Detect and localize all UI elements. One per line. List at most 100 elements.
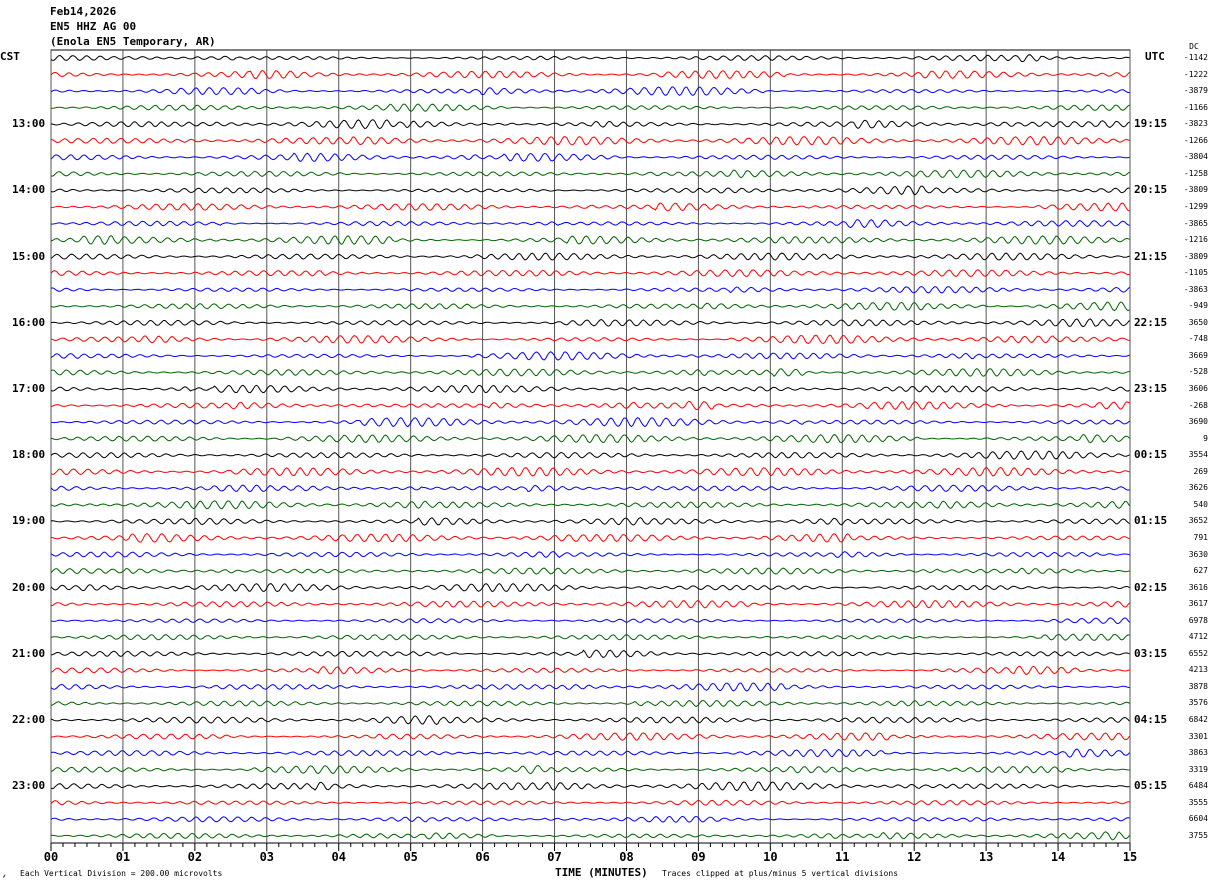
seismic-trace [50, 103, 1130, 112]
seismic-trace [50, 54, 1130, 63]
seismic-trace [50, 617, 1130, 625]
dc-offset-label: 6604 [1188, 814, 1208, 824]
seismic-trace [50, 815, 1130, 823]
cst-hour-label: 17:00 [12, 382, 46, 395]
utc-hour-label: 04:15 [1134, 713, 1168, 726]
cst-hour-label: 22:00 [12, 713, 46, 726]
dc-offset-label: -1142 [1183, 53, 1208, 62]
dc-offset-label: -3865 [1183, 218, 1208, 228]
dc-offset-label: -1299 [1183, 201, 1208, 211]
dc-offset-label: 6552 [1188, 648, 1208, 658]
x-tick-label: 11 [835, 850, 849, 864]
x-tick-label: 10 [763, 850, 777, 864]
utc-hour-label: 22:15 [1134, 315, 1168, 329]
dc-offset-label: 3755 [1188, 830, 1208, 840]
x-tick-label: 02 [188, 850, 202, 864]
dc-offset-label: -949 [1188, 301, 1208, 311]
cst-hour-label: 21:00 [12, 646, 46, 660]
dc-offset-label: -528 [1188, 367, 1208, 377]
cst-hour-label: 14:00 [12, 183, 46, 197]
utc-hour-label: 21:15 [1134, 249, 1168, 263]
seismic-trace [50, 715, 1130, 725]
plot-frame [50, 49, 1131, 844]
x-axis-label: TIME (MINUTES) [555, 866, 648, 879]
dc-offset-label: 4213 [1188, 665, 1208, 675]
seismic-trace [50, 765, 1130, 775]
seismic-trace [50, 533, 1130, 543]
seismic-trace [50, 219, 1130, 229]
dc-offset-label: 540 [1193, 499, 1208, 509]
cst-hour-label: 23:00 [12, 779, 46, 793]
dc-offset-label: 3555 [1188, 797, 1208, 807]
clip-note: Traces clipped at plus/minus 5 vertical … [662, 869, 899, 878]
dc-offset-label: -3809 [1183, 251, 1208, 261]
dc-offset-label: 6842 [1188, 715, 1208, 724]
seismic-trace [50, 269, 1130, 278]
seismic-trace [50, 450, 1130, 460]
seismic-trace [50, 649, 1130, 659]
utc-hour-label: 02:15 [1134, 580, 1168, 594]
dc-offset-label: -3823 [1183, 119, 1208, 129]
dc-offset-label: 3606 [1188, 384, 1208, 393]
seismic-trace [50, 417, 1130, 428]
seismic-trace [50, 517, 1130, 526]
dc-offset-label: 3617 [1188, 599, 1208, 609]
dc-offset-label: 3650 [1188, 317, 1208, 327]
seismic-trace [50, 334, 1130, 345]
seismic-trace [50, 682, 1130, 692]
seismic-trace [50, 599, 1130, 609]
seismic-trace [50, 467, 1130, 477]
utc-hour-label: 00:15 [1134, 448, 1168, 462]
seismic-trace [50, 136, 1130, 146]
seismic-trace [50, 368, 1130, 378]
left-timezone: CST [0, 50, 20, 63]
seismic-trace [50, 500, 1130, 510]
seismic-trace [50, 69, 1130, 80]
utc-hour-label: 03:15 [1134, 646, 1168, 660]
seismic-trace [50, 633, 1130, 641]
dc-offset-label: 3576 [1188, 698, 1208, 708]
x-tick-label: 15 [1123, 850, 1137, 864]
dc-offset-label: -1216 [1183, 235, 1208, 245]
cst-hour-label: 15:00 [12, 249, 46, 263]
seismic-trace [50, 665, 1130, 675]
x-tick-label: 07 [547, 850, 561, 864]
cst-hour-label: 13:00 [12, 117, 46, 131]
dc-offset-label: 3301 [1188, 731, 1208, 741]
x-tick-label: 13 [979, 850, 993, 864]
x-tick-label: 01 [116, 850, 130, 864]
seismic-trace [50, 234, 1130, 245]
seismic-trace [50, 202, 1130, 212]
x-tick-label: 12 [907, 850, 921, 864]
seismic-trace [50, 831, 1130, 841]
dc-offset-label: -1222 [1183, 69, 1208, 79]
seismic-trace [50, 781, 1130, 792]
dc-offset-label: 6484 [1188, 781, 1208, 791]
seismic-trace [50, 286, 1130, 294]
x-tick-label: 08 [619, 850, 633, 864]
dc-offset-label: -1258 [1183, 168, 1208, 178]
dc-offset-label: 3863 [1188, 748, 1208, 758]
seismic-trace [50, 551, 1130, 559]
dc-offset-label: -1166 [1183, 102, 1208, 112]
utc-hour-label: 23:15 [1134, 382, 1168, 395]
utc-hour-label: 20:15 [1134, 183, 1168, 197]
seismic-trace [50, 567, 1130, 575]
dc-offset-label: -3879 [1183, 86, 1208, 96]
station-title: EN5 HHZ AG 00 [50, 20, 137, 33]
dc-offset-label: -3809 [1183, 185, 1208, 195]
dc-offset-label: 3319 [1188, 764, 1208, 774]
dc-offset-label: 6978 [1188, 615, 1208, 625]
dc-offset-label: 3652 [1188, 516, 1208, 526]
x-tick-label: 03 [260, 850, 274, 864]
date-title: Feb14,2026 [50, 5, 117, 18]
logo-icon: ⸙ [2, 873, 7, 880]
cst-hour-label: 19:00 [12, 514, 46, 528]
seismic-trace [50, 252, 1130, 261]
dc-offset-label: 269 [1193, 466, 1208, 476]
dc-offset-label: 627 [1193, 566, 1208, 576]
seismic-trace [50, 185, 1130, 196]
dc-offset-label: 3626 [1188, 483, 1208, 493]
dc-offset-label: -1105 [1183, 268, 1208, 278]
